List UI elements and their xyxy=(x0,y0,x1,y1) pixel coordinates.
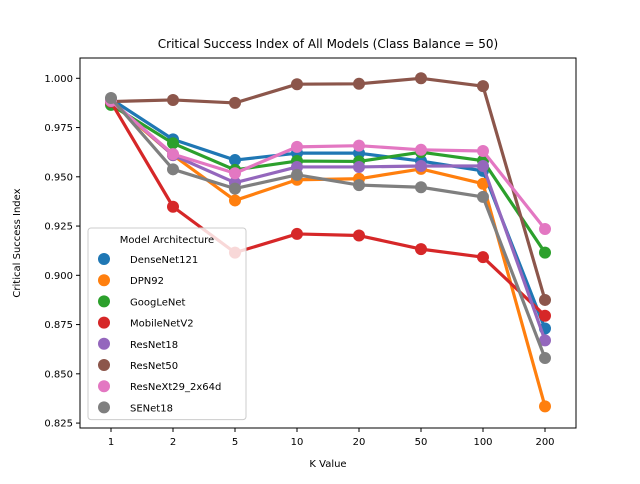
series-line xyxy=(109,100,547,318)
data-point xyxy=(539,352,551,365)
legend-item: GoogLeNet xyxy=(98,295,186,308)
data-point xyxy=(167,137,179,150)
x-tick-label: 10 xyxy=(291,437,304,448)
x-tick-label: 5 xyxy=(232,437,238,448)
data-point xyxy=(167,93,179,106)
y-tick-label: 0.825 xyxy=(44,419,73,430)
x-tick-label: 1 xyxy=(108,437,114,448)
y-tick-label: 0.975 xyxy=(44,123,73,134)
legend-marker xyxy=(98,316,110,329)
plot-frame xyxy=(79,57,577,429)
y-tick-label: 0.925 xyxy=(44,222,73,233)
data-point xyxy=(477,177,489,190)
series-line xyxy=(109,96,547,360)
legend-item: ResNet50 xyxy=(98,359,178,372)
data-point xyxy=(167,200,179,213)
legend-marker xyxy=(98,253,110,265)
y-tick-label: 0.950 xyxy=(44,172,73,183)
data-point xyxy=(353,77,365,90)
series-line xyxy=(109,76,547,302)
data-point xyxy=(105,91,117,104)
data-point xyxy=(167,163,179,176)
y-axis-label: Critical Success Index xyxy=(12,188,23,297)
legend-label: ResNet50 xyxy=(130,361,178,372)
y-tick-label: 0.850 xyxy=(44,369,73,380)
data-point xyxy=(353,139,365,152)
data-point xyxy=(291,78,303,91)
data-point xyxy=(415,72,427,85)
legend-label: GoogLeNet xyxy=(130,297,186,308)
legend-title: Model Architecture xyxy=(120,235,214,246)
series-line xyxy=(109,98,547,342)
y-tick-label: 0.900 xyxy=(44,271,73,282)
legend-item: SENet18 xyxy=(98,401,173,414)
legend-item: ResNet18 xyxy=(98,337,178,351)
data-point xyxy=(229,96,241,109)
legend-marker xyxy=(98,295,110,308)
data-point xyxy=(353,160,365,173)
legend-item: DenseNet121 xyxy=(98,253,198,266)
series-resnext29_2x64d xyxy=(105,94,551,236)
legend-label: SENet18 xyxy=(130,403,173,414)
data-point xyxy=(539,223,551,236)
legend-marker xyxy=(98,337,110,350)
legend-marker xyxy=(98,380,110,393)
series-senet18 xyxy=(105,91,551,365)
legend-box xyxy=(87,227,247,421)
data-point xyxy=(229,167,241,180)
x-axis-label: K Value xyxy=(309,459,346,470)
data-point xyxy=(415,159,427,172)
y-tick-label: 0.875 xyxy=(44,320,73,331)
legend-item: ResNeXt29_2x64d xyxy=(98,380,221,393)
legend-marker xyxy=(98,274,110,287)
data-point xyxy=(415,143,427,156)
data-point xyxy=(539,293,551,306)
data-point xyxy=(229,182,241,195)
legend-label: DPN92 xyxy=(130,276,164,287)
legend-label: MobileNetV2 xyxy=(130,319,194,330)
x-tick-label: 200 xyxy=(535,437,554,448)
data-point xyxy=(415,181,427,194)
x-tick-label: 2 xyxy=(170,437,176,448)
legend-label: ResNet18 xyxy=(130,340,178,351)
series-line xyxy=(109,103,547,255)
legend-label: DenseNet121 xyxy=(130,255,198,266)
data-point xyxy=(415,243,427,256)
data-point xyxy=(167,148,179,161)
y-tick-label: 1.000 xyxy=(44,74,73,85)
data-point xyxy=(539,400,551,413)
data-point xyxy=(353,179,365,192)
legend-item: MobileNetV2 xyxy=(98,316,194,330)
legend-marker xyxy=(98,401,110,414)
data-point xyxy=(477,159,489,172)
legend: Model Architecture DenseNet121 DPN92 GoogLe… xyxy=(87,227,247,421)
data-point xyxy=(539,309,551,322)
legend-marker xyxy=(98,359,110,371)
data-point xyxy=(539,246,551,259)
legend-item: DPN92 xyxy=(98,274,164,287)
data-point xyxy=(477,251,489,264)
series-line xyxy=(109,99,547,231)
data-point xyxy=(291,168,303,181)
data-point xyxy=(229,154,241,167)
x-tick-label: 20 xyxy=(353,437,366,448)
x-tick-label: 100 xyxy=(473,437,492,448)
data-point xyxy=(229,194,241,207)
data-point xyxy=(291,227,303,240)
data-point xyxy=(477,190,489,203)
data-point xyxy=(353,229,365,242)
data-point xyxy=(477,80,489,93)
data-point xyxy=(291,140,303,153)
data-point xyxy=(539,334,551,347)
data-point xyxy=(477,144,489,157)
legend-label: ResNeXt29_2x64d xyxy=(130,382,221,393)
series-line xyxy=(109,97,547,331)
series-layer xyxy=(105,72,551,413)
x-tick-label: 50 xyxy=(415,437,428,448)
chart-title: Critical Success Index of All Models (Cl… xyxy=(158,37,498,51)
axes-layer: 1 2 5 10 20 50 100 200 0.825 0.850 0.875 0.900 0.925… xyxy=(44,57,577,448)
